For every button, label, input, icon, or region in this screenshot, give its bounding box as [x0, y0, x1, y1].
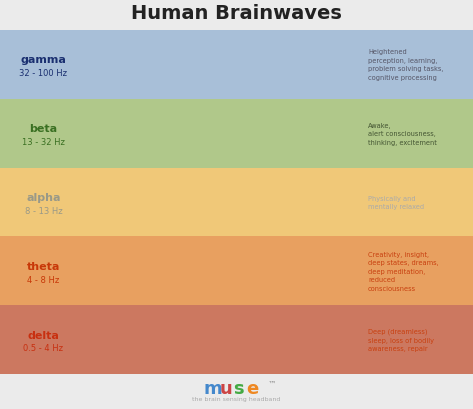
Text: Heightened
perception, learning,
problem solving tasks,
cognitive processing: Heightened perception, learning, problem…: [368, 49, 443, 81]
Text: alpha: alpha: [26, 193, 61, 202]
Text: 8 - 13 Hz: 8 - 13 Hz: [25, 206, 62, 215]
Text: 4 - 8 Hz: 4 - 8 Hz: [27, 275, 60, 284]
Text: Awake,
alert consciousness,
thinking, excitement: Awake, alert consciousness, thinking, ex…: [368, 122, 437, 145]
Text: theta: theta: [26, 261, 60, 271]
Text: delta: delta: [27, 330, 59, 340]
Text: Deep (dreamless)
sleep, loss of bodily
awareness, repair: Deep (dreamless) sleep, loss of bodily a…: [368, 328, 434, 352]
Text: 32 - 100 Hz: 32 - 100 Hz: [19, 69, 67, 78]
Text: Creativity, insight,
deep states, dreams,
deep meditation,
reduced
consciousness: Creativity, insight, deep states, dreams…: [368, 251, 438, 291]
Text: u: u: [219, 380, 232, 397]
Text: Human Brainwaves: Human Brainwaves: [131, 4, 342, 23]
Text: m: m: [203, 380, 222, 397]
Text: the brain sensing headband: the brain sensing headband: [193, 396, 280, 402]
Text: e: e: [246, 380, 258, 397]
Text: s: s: [234, 380, 244, 397]
Text: gamma: gamma: [20, 55, 66, 65]
Text: 0.5 - 4 Hz: 0.5 - 4 Hz: [23, 344, 63, 353]
Text: ™: ™: [268, 379, 276, 388]
Text: Physically and
mentally relaxed: Physically and mentally relaxed: [368, 195, 424, 210]
Text: 13 - 32 Hz: 13 - 32 Hz: [22, 137, 65, 146]
Text: beta: beta: [29, 124, 57, 134]
